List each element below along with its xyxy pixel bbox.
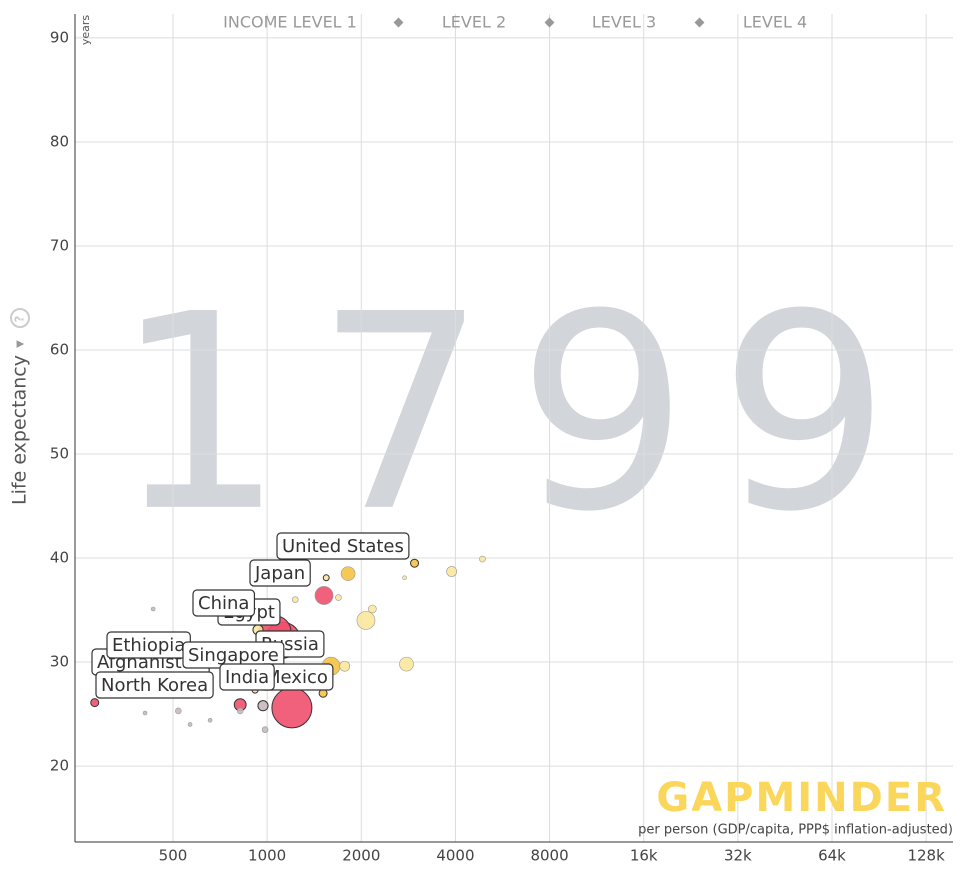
x-tick-label: 128k bbox=[907, 847, 945, 865]
label-text: Mexico bbox=[265, 667, 328, 688]
label-box bbox=[219, 663, 275, 691]
y-tick-label: 40 bbox=[50, 549, 69, 567]
label-text: United States bbox=[282, 536, 404, 557]
bubble[interactable] bbox=[479, 555, 486, 563]
bubble[interactable] bbox=[236, 707, 244, 715]
label-box bbox=[276, 532, 410, 560]
help-icon-text: ? bbox=[13, 315, 27, 322]
bubble[interactable] bbox=[335, 594, 342, 601]
x-tick-label: 500 bbox=[159, 847, 188, 865]
country-label[interactable]: United States bbox=[276, 532, 410, 560]
country-label[interactable]: Japan bbox=[249, 559, 311, 587]
country-label[interactable]: Singapore bbox=[182, 641, 285, 669]
country-label[interactable]: Ethiopia bbox=[106, 631, 191, 659]
label-text: North Korea bbox=[101, 675, 208, 696]
year-watermark: 1799 bbox=[113, 256, 920, 571]
bubble[interactable] bbox=[90, 698, 100, 708]
help-icon[interactable] bbox=[10, 308, 30, 328]
label-box bbox=[95, 671, 214, 699]
bubble[interactable] bbox=[257, 700, 269, 712]
bubble[interactable] bbox=[142, 710, 148, 716]
x-tick-label: 16k bbox=[630, 847, 658, 865]
bubble[interactable] bbox=[314, 586, 334, 605]
bubble[interactable] bbox=[291, 596, 299, 603]
bubble[interactable] bbox=[339, 660, 351, 672]
bubble[interactable] bbox=[322, 574, 330, 582]
bubble[interactable] bbox=[187, 722, 193, 727]
legend-item[interactable]: LEVEL 3 bbox=[592, 13, 656, 32]
y-unit: years bbox=[79, 15, 92, 46]
bubble[interactable] bbox=[402, 575, 407, 581]
bubble[interactable] bbox=[150, 606, 156, 612]
y-tick-label: 30 bbox=[50, 653, 69, 671]
y-tick-label: 20 bbox=[50, 757, 69, 775]
bubble[interactable] bbox=[356, 611, 376, 630]
x-tick-label: 1000 bbox=[248, 847, 286, 865]
x-axis-label[interactable]: per person (GDP/capita, PPP$ inflation-a… bbox=[638, 823, 953, 838]
bubble[interactable] bbox=[175, 707, 182, 715]
y-tick-label: 60 bbox=[50, 340, 69, 358]
labels: AfghanistanEthiopiaEgyptChinaRussiaSinga… bbox=[91, 532, 410, 699]
bubble[interactable] bbox=[207, 718, 213, 723]
bubble[interactable] bbox=[368, 604, 377, 614]
label-text: Singapore bbox=[188, 645, 279, 666]
legend-separator bbox=[393, 17, 404, 28]
legend-item[interactable]: LEVEL 4 bbox=[743, 13, 807, 32]
y-tick-label: 90 bbox=[50, 28, 69, 46]
logo: GAPMINDER bbox=[656, 775, 947, 821]
legend-item[interactable]: INCOME LEVEL 1 bbox=[223, 13, 357, 32]
y-tick-label: 80 bbox=[50, 132, 69, 150]
y-tick-label: 70 bbox=[50, 236, 69, 254]
country-label[interactable]: China bbox=[192, 589, 256, 617]
country-label[interactable]: Mexico bbox=[259, 663, 334, 691]
bubble[interactable] bbox=[261, 726, 269, 733]
x-tick-label: 2000 bbox=[342, 847, 380, 865]
label-box bbox=[249, 559, 311, 587]
country-label[interactable]: India bbox=[219, 663, 275, 691]
legend-item[interactable]: LEVEL 2 bbox=[442, 13, 506, 32]
label-text: Japan bbox=[254, 563, 305, 584]
x-tick-label: 4000 bbox=[436, 847, 474, 865]
bubble[interactable] bbox=[340, 566, 356, 581]
country-label[interactable]: North Korea bbox=[95, 671, 214, 699]
bubble[interactable] bbox=[446, 566, 458, 577]
legend-separator bbox=[544, 17, 555, 28]
legend-separator bbox=[694, 17, 705, 28]
label-text: India bbox=[225, 667, 269, 688]
bubble[interactable] bbox=[271, 687, 313, 729]
x-tick-label: 8000 bbox=[530, 847, 568, 865]
y-axis-label[interactable]: Life expectancy bbox=[9, 355, 31, 505]
bubble[interactable] bbox=[399, 656, 414, 672]
label-box bbox=[192, 589, 256, 617]
y-tick-label: 50 bbox=[50, 445, 69, 463]
label-text: China bbox=[198, 593, 249, 614]
x-tick-label: 64k bbox=[818, 847, 846, 865]
bubble[interactable] bbox=[410, 558, 420, 568]
label-text: Ethiopia bbox=[112, 635, 185, 656]
y-axis-dropdown[interactable]: ▼ bbox=[15, 340, 26, 348]
x-tick-label: 32k bbox=[724, 847, 752, 865]
